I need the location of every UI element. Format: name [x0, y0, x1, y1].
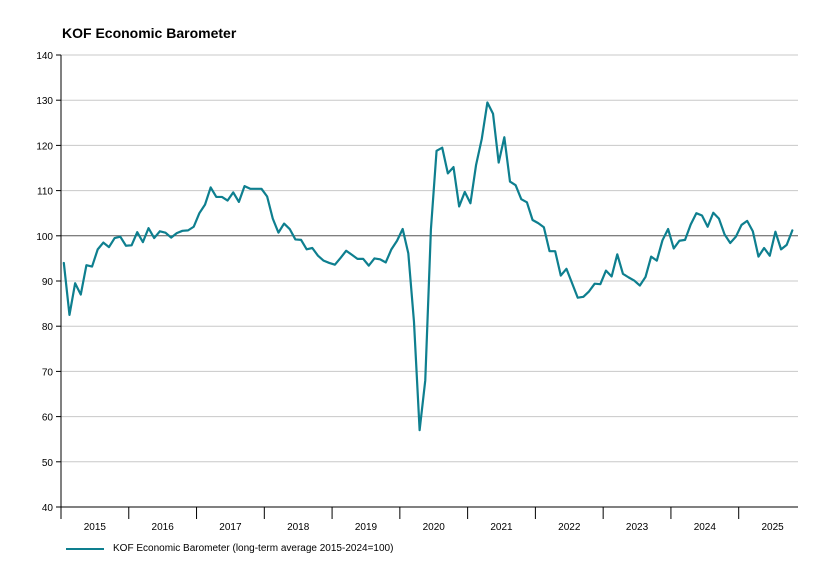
y-tick-label: 70 [42, 367, 54, 378]
x-tick-label: 2017 [219, 522, 242, 533]
y-tick-label: 140 [36, 51, 53, 62]
y-tick-label: 120 [36, 141, 53, 152]
x-tick-label: 2019 [355, 522, 378, 533]
y-tick-label: 100 [36, 232, 53, 243]
y-tick-label: 50 [42, 458, 54, 469]
x-tick-label: 2020 [423, 522, 446, 533]
series-line-0 [62, 101, 794, 432]
series-layer [62, 101, 794, 432]
y-tick-label: 90 [42, 277, 54, 288]
x-axis: 2015 2016 2017 2018 2019 2020 2021 2022 2023 2024… [60, 506, 798, 533]
x-tick-label: 2022 [558, 522, 581, 533]
x-tick-label: 2015 [84, 522, 107, 533]
chart-title: KOF Economic Barometer [62, 25, 237, 41]
y-tick-label: 40 [42, 503, 54, 514]
y-axis: 40 50 60 70 80 90 100 110 120 130 140 [36, 51, 62, 514]
legend: KOF Economic Barometer (long-term averag… [66, 543, 393, 554]
y-tick-label: 110 [37, 187, 53, 198]
y-tick-label: 80 [42, 322, 54, 333]
x-tick-label: 2025 [761, 522, 784, 533]
legend-swatch [66, 547, 104, 550]
x-tick-label: 2024 [694, 522, 717, 533]
legend-label: KOF Economic Barometer (long-term averag… [113, 543, 394, 554]
x-tick-label: 2018 [287, 522, 310, 533]
y-tick-label: 130 [36, 96, 53, 107]
x-tick-label: 2021 [490, 522, 513, 533]
y-tick-label: 60 [42, 413, 54, 424]
x-tick-label: 2023 [626, 522, 649, 533]
x-tick-label: 2016 [152, 522, 175, 533]
